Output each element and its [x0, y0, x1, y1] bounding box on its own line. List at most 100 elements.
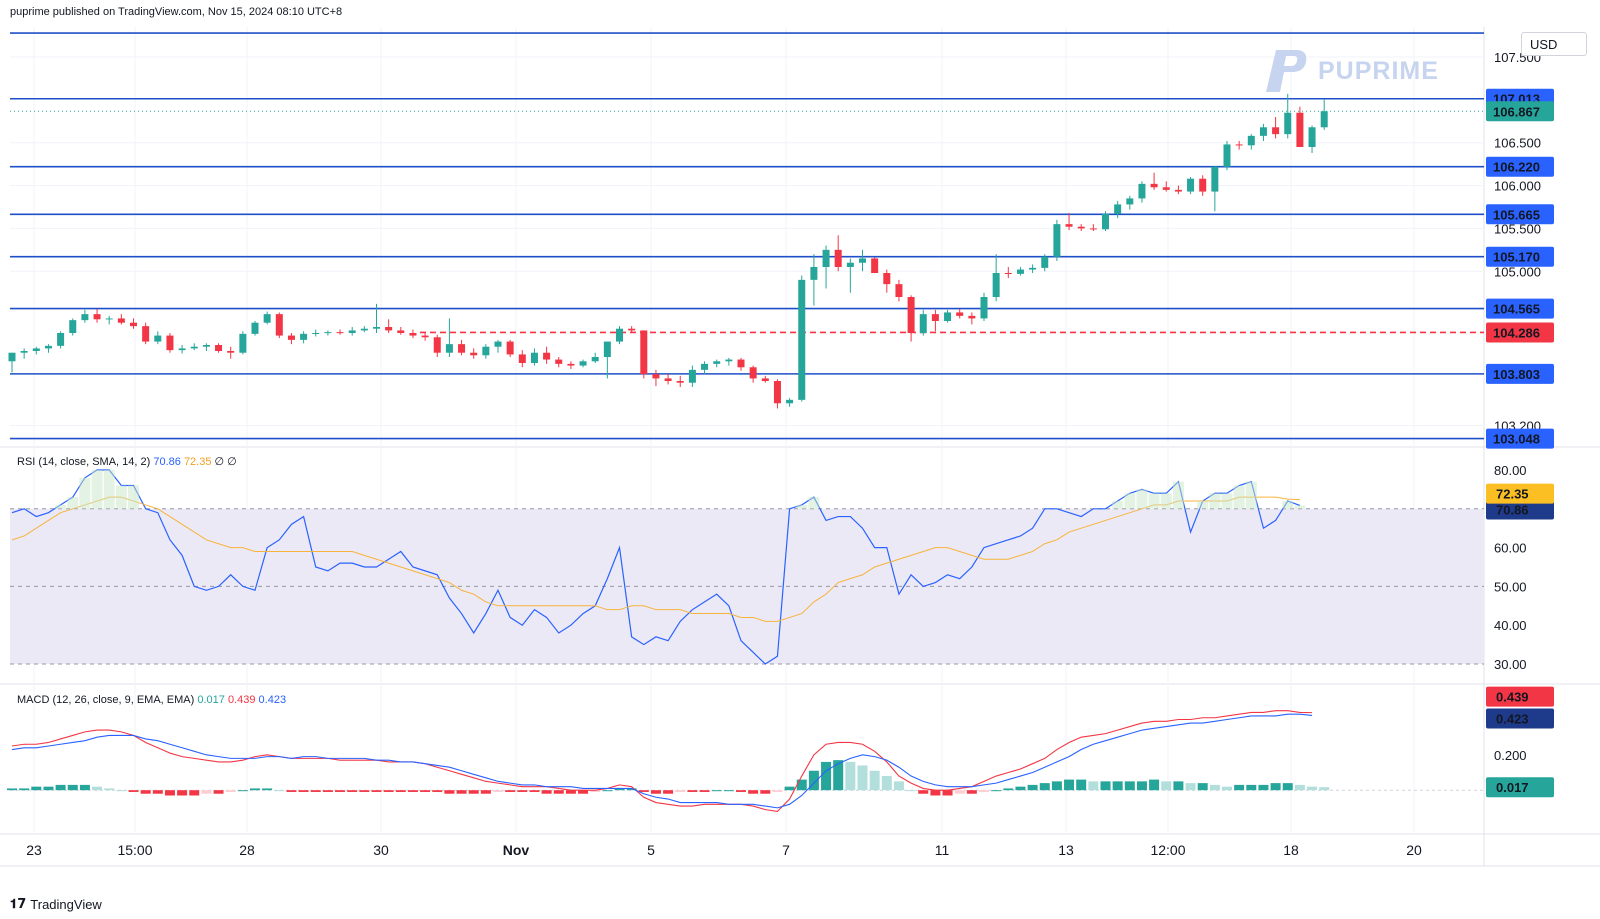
candle-body — [1114, 204, 1122, 214]
currency-button[interactable]: USD — [1521, 32, 1587, 56]
macd-histogram-bar — [1282, 783, 1293, 791]
macd-histogram-bar — [505, 790, 516, 792]
level-label-box — [1486, 363, 1554, 384]
horizontal-levels — [10, 32, 1484, 440]
candle-body — [701, 363, 709, 370]
candle-body — [543, 352, 551, 360]
macd-histogram-bar — [1234, 784, 1245, 791]
candle-body — [348, 330, 356, 333]
candle-body — [919, 314, 927, 333]
macd-histogram-bar — [857, 765, 868, 791]
last-price-label-box — [1486, 101, 1554, 122]
macd-histogram-bar — [1197, 783, 1208, 791]
candle-body — [664, 378, 672, 381]
candle-body — [239, 333, 247, 353]
macd-histogram-bar — [480, 790, 491, 794]
level-label: 103.803 — [1493, 367, 1540, 382]
candle-body — [263, 314, 271, 323]
macd-histogram-bar — [1319, 787, 1330, 791]
macd-histogram-bar — [699, 790, 710, 792]
macd-histogram-bar — [152, 790, 163, 794]
candle-body — [117, 318, 125, 323]
candle-body — [1102, 213, 1109, 230]
macd-histogram-bar — [1124, 781, 1135, 791]
level-label: 105.170 — [1493, 250, 1540, 265]
candle-body — [616, 328, 623, 342]
time-axis: 23 15:00 28 30 Nov 5 7 11 13 12:00 18 20 — [26, 842, 1422, 858]
indicator-legends: RSI (14, close, SMA, 14, 2) 70.86 72.35 … — [17, 456, 286, 706]
macd-histogram-bar — [128, 790, 139, 792]
candle-body — [859, 258, 866, 263]
candle-body — [324, 332, 332, 334]
macd-histogram-bar — [322, 790, 333, 792]
candle-body — [433, 337, 441, 353]
candle-body — [1320, 111, 1328, 128]
macd-histogram-bar — [407, 790, 418, 792]
candle-body — [1053, 224, 1061, 257]
macd-histogram-bar — [177, 790, 188, 796]
candle-body — [458, 344, 466, 353]
macd-histogram-bar — [1307, 786, 1318, 791]
candle-body — [773, 381, 781, 404]
macd-histogram-bar — [1270, 783, 1281, 791]
dashed-level-label: 104.286 — [1493, 325, 1540, 340]
time-tick-label: 5 — [647, 842, 655, 858]
candle-body — [628, 328, 636, 331]
macd-histogram-bar — [213, 790, 224, 794]
puprime-logo-icon — [1266, 50, 1307, 92]
candle-body — [360, 328, 368, 331]
macd-histogram-bar — [1185, 783, 1196, 791]
macd-histogram-bar — [1027, 784, 1038, 791]
macd-histogram-bar — [298, 790, 309, 792]
candle-body — [32, 348, 40, 351]
level-label-box — [1486, 156, 1554, 177]
macd-histogram-bar — [869, 770, 880, 791]
candle-body — [895, 284, 903, 297]
time-tick-label: 20 — [1406, 842, 1422, 858]
level-label: 104.565 — [1493, 302, 1540, 317]
rsi-sma-value-label: 72.35 — [1496, 487, 1529, 502]
rsi-value-box — [1486, 499, 1554, 520]
price-axis: 107.500106.500106.000105.500105.000103.2… — [1486, 50, 1554, 798]
candle-body — [810, 267, 818, 280]
signal-value-box — [1486, 708, 1554, 729]
level-label-box — [1486, 428, 1554, 449]
macd-histogram-bar — [31, 786, 42, 791]
macd-histogram-bar — [1294, 784, 1305, 791]
macd-histogram-bar — [723, 790, 734, 792]
rsi-legend: RSI (14, close, SMA, 14, 2) 70.86 72.35 … — [17, 456, 237, 468]
macd-histogram-bar — [335, 790, 346, 792]
price-tick-label: 106.500 — [1494, 136, 1541, 151]
macd-histogram-bar — [942, 790, 953, 796]
macd-histogram-bar — [116, 790, 127, 792]
macd-histogram-bar — [833, 760, 844, 791]
time-tick-label: 11 — [935, 842, 950, 858]
candle-body — [373, 327, 380, 329]
macd-value-box — [1486, 686, 1554, 707]
macd-histogram-bar — [821, 761, 832, 791]
macd-histogram-bar — [565, 790, 576, 794]
candle-body — [725, 359, 733, 362]
candlestick-series — [8, 93, 1328, 409]
macd-histogram-bar — [748, 790, 759, 794]
candle-body — [688, 369, 696, 383]
time-tick-label: 28 — [239, 842, 255, 858]
candle-body — [69, 320, 77, 333]
time-tick-label: 13 — [1058, 842, 1074, 858]
macd-histogram-bar — [1161, 781, 1172, 791]
candle-body — [579, 361, 587, 366]
candle-body — [1247, 135, 1255, 146]
logo-text: PUPRIME — [1318, 56, 1439, 85]
publish-info: puprime published on TradingView.com, No… — [10, 6, 343, 18]
macd-histogram-bar — [675, 790, 686, 792]
candle-body — [494, 341, 502, 347]
tradingview-brand[interactable]: 𝟏𝟳 TradingView — [10, 896, 102, 912]
candle-body — [1272, 127, 1280, 135]
candle-body — [518, 354, 526, 363]
candle-body — [1029, 267, 1037, 270]
candle-body — [591, 357, 599, 362]
macd-histogram-bar — [371, 790, 382, 792]
macd-histogram-bar — [432, 790, 443, 792]
candle-body — [1284, 112, 1292, 135]
